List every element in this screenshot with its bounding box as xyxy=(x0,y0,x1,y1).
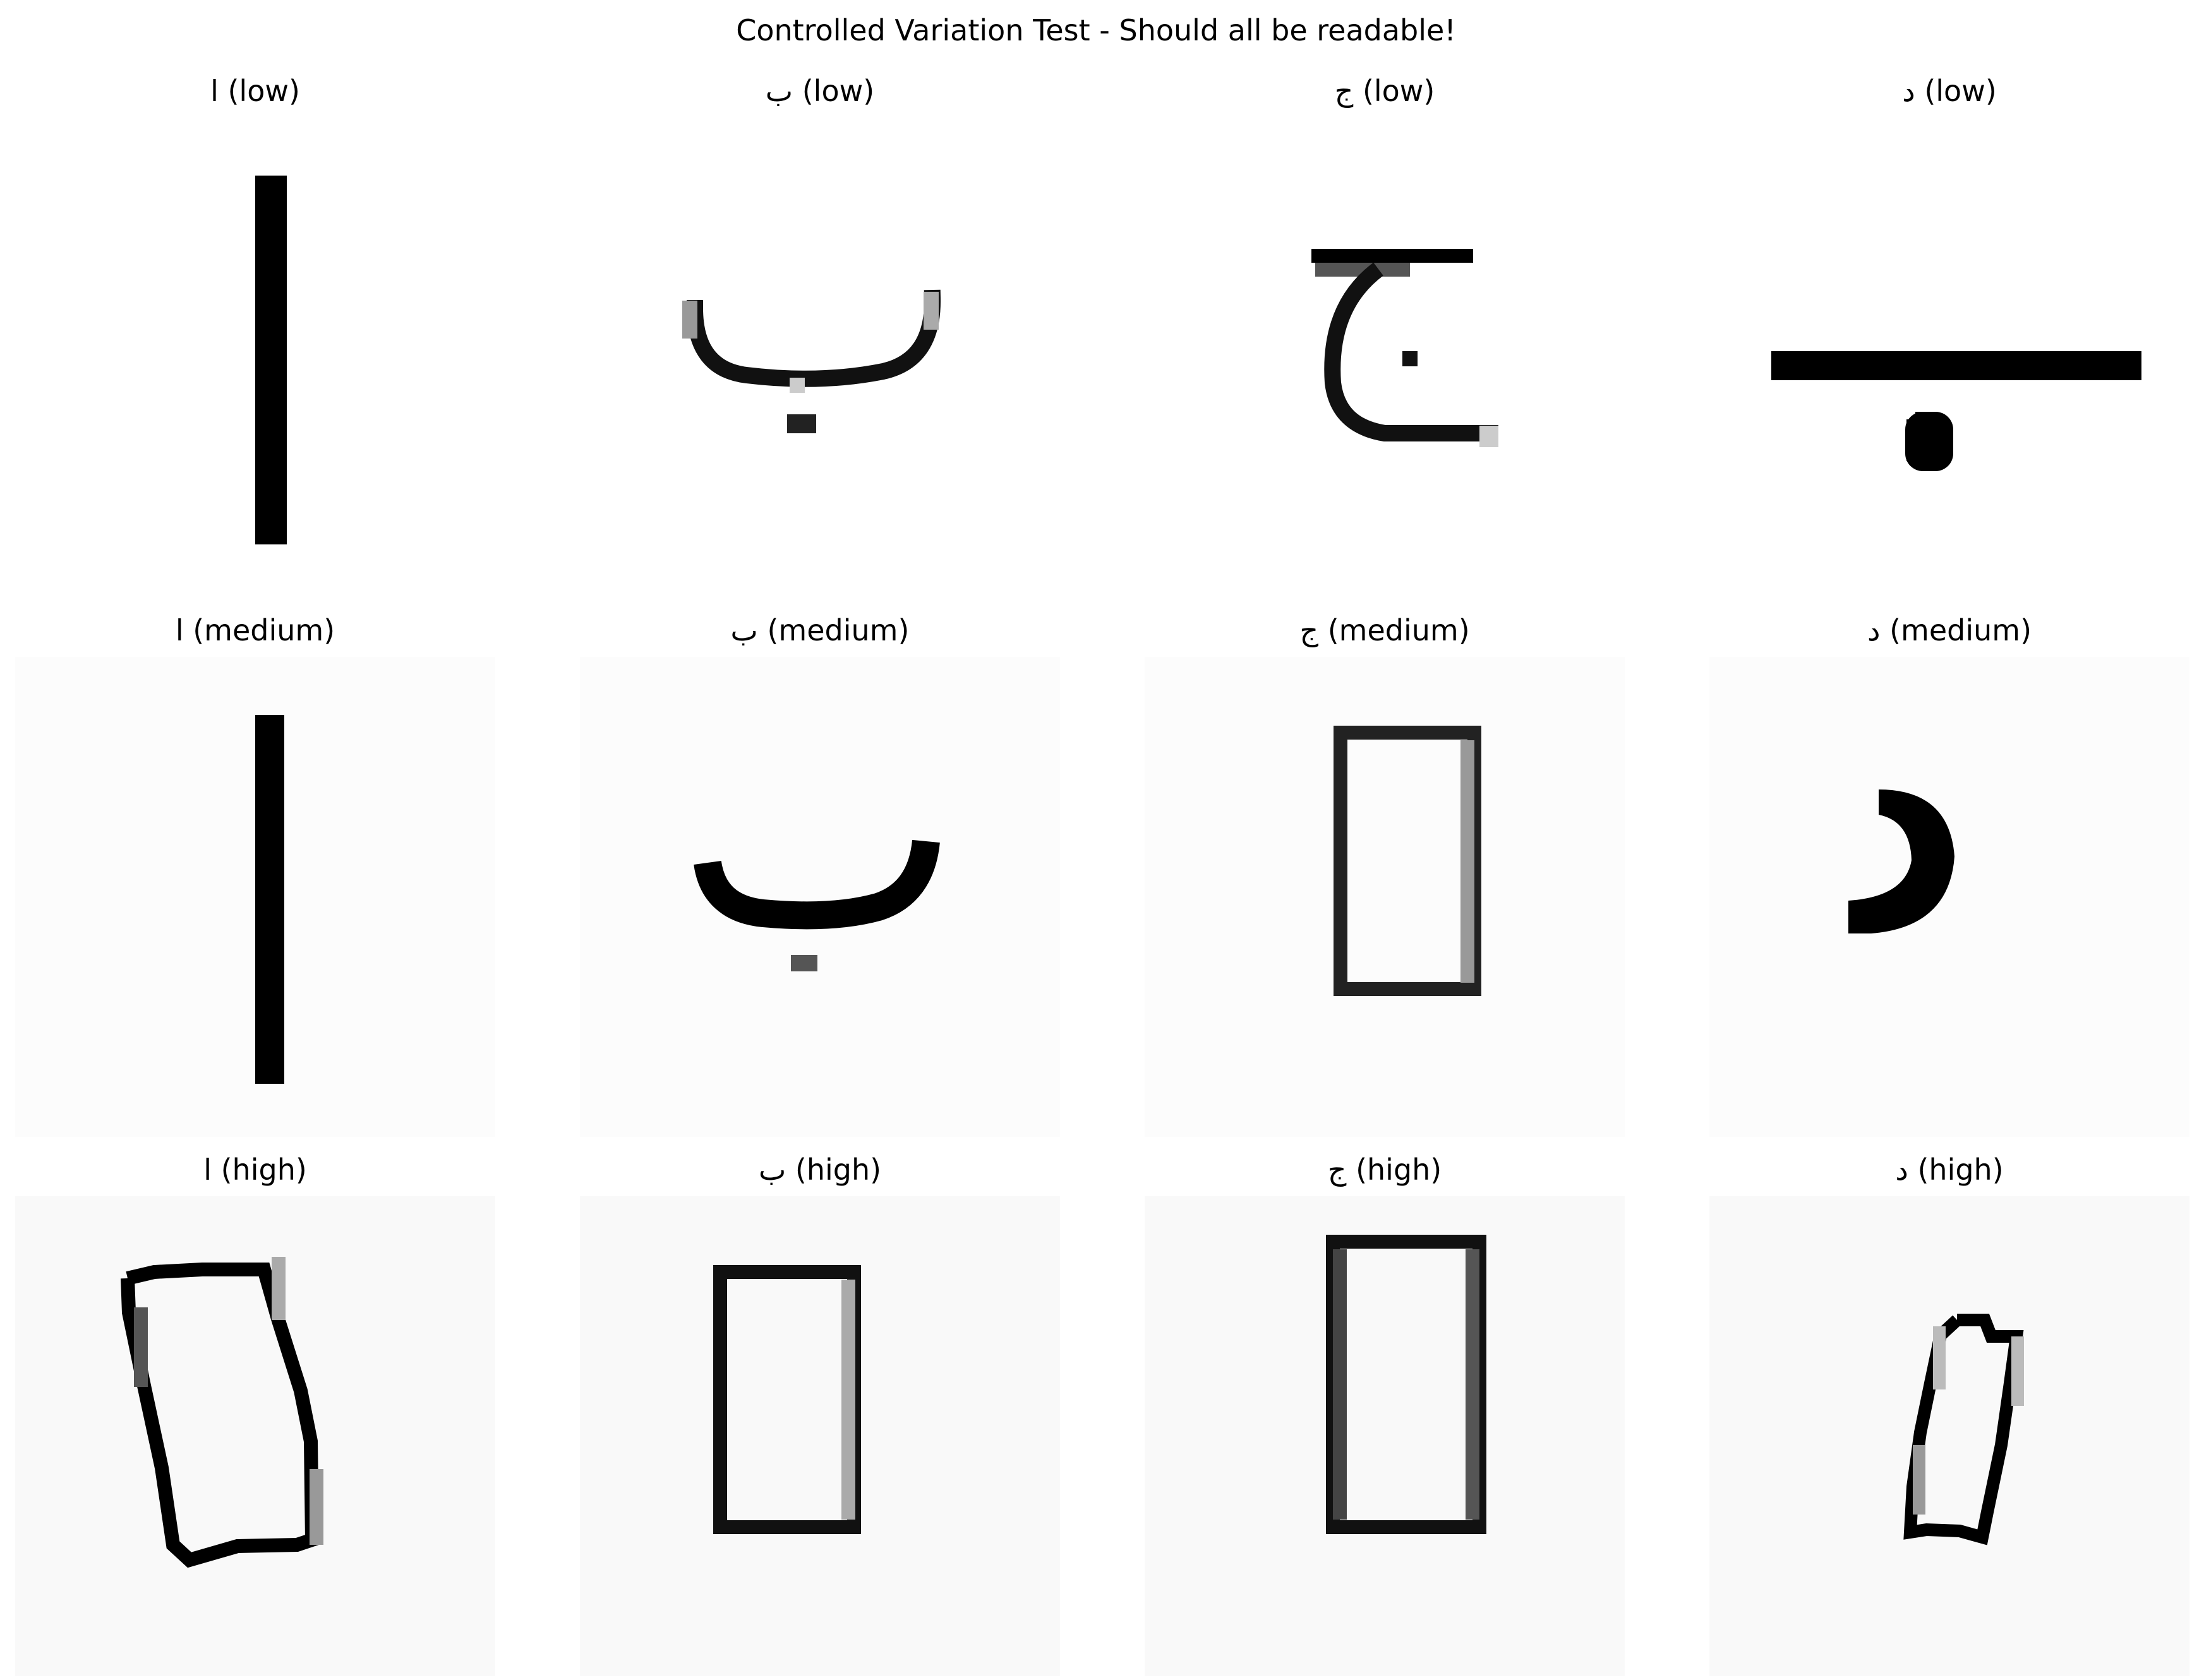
cell-label: د (high) xyxy=(1709,1149,2189,1190)
cell-label: ا (low) xyxy=(15,71,495,111)
cell-level: (medium) xyxy=(193,613,335,647)
cell-glyph: ا xyxy=(175,613,184,647)
cell-label: ب (medium) xyxy=(580,610,1060,651)
cell-level: (medium) xyxy=(1327,613,1470,647)
cell-label: ا (medium) xyxy=(15,610,495,651)
glyph-panel-dal-high xyxy=(1709,1196,2189,1676)
glyph-panel-beh-low xyxy=(580,117,1060,597)
glyph-panel-alef-low xyxy=(15,117,495,597)
cell-label: ب (high) xyxy=(580,1149,1060,1190)
cell-level: (high) xyxy=(1356,1153,1442,1187)
cell-glyph: ا xyxy=(210,74,219,108)
cell-label: ا (high) xyxy=(15,1149,495,1190)
cell-label: د (medium) xyxy=(1709,610,2189,651)
cell-glyph: ب xyxy=(758,1153,786,1187)
glyph-panel-beh-medium xyxy=(580,657,1060,1137)
cell-label: د (low) xyxy=(1709,71,2189,111)
cell-level: (medium) xyxy=(767,613,910,647)
cell-level: (low) xyxy=(1924,74,1997,108)
cell-glyph: ب xyxy=(730,613,758,647)
cell-label: ج (high) xyxy=(1145,1149,1625,1190)
cell-glyph: د xyxy=(1902,74,1915,108)
glyph-panel-jeem-low xyxy=(1145,117,1625,597)
cell-level: (low) xyxy=(1362,74,1435,108)
cell-level: (low) xyxy=(227,74,300,108)
glyph-panel-dal-low xyxy=(1709,117,2189,597)
cell-glyph: ج xyxy=(1334,74,1354,108)
glyph-panel-beh-high xyxy=(580,1196,1060,1676)
cell-level: (high) xyxy=(220,1153,307,1187)
cell-level: (low) xyxy=(802,74,875,108)
cell-glyph: د xyxy=(1895,1153,1908,1187)
cell-level: (medium) xyxy=(1889,613,2032,647)
glyph-panel-alef-medium xyxy=(15,657,495,1137)
glyph-panel-jeem-high xyxy=(1145,1196,1625,1676)
figure-title: Controlled Variation Test - Should all b… xyxy=(736,13,1456,47)
glyph-panel-alef-high xyxy=(15,1196,495,1676)
glyph-panel-dal-medium xyxy=(1709,657,2189,1137)
cell-glyph: ب xyxy=(765,74,793,108)
cell-glyph: د xyxy=(1867,613,1881,647)
cell-level: (high) xyxy=(795,1153,882,1187)
cell-glyph: ج xyxy=(1299,613,1319,647)
glyph-panel-jeem-medium xyxy=(1145,657,1625,1137)
cell-glyph: ج xyxy=(1327,1153,1347,1187)
cell-level: (high) xyxy=(1917,1153,2004,1187)
cell-glyph: ا xyxy=(203,1153,212,1187)
cell-label: ج (medium) xyxy=(1145,610,1625,651)
cell-label: ب (low) xyxy=(580,71,1060,111)
cell-label: ج (low) xyxy=(1145,71,1625,111)
